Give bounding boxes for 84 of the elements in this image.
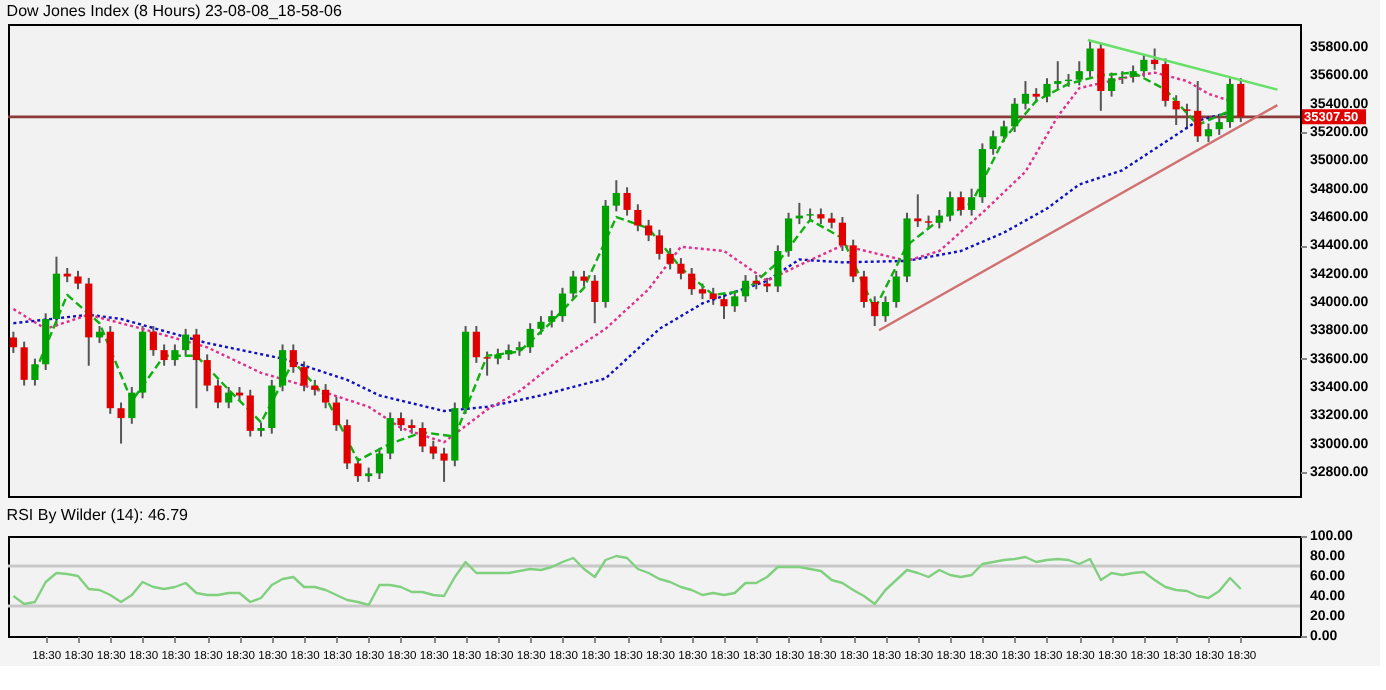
candlestick <box>343 418 351 471</box>
candlestick <box>720 292 728 320</box>
candlestick <box>1237 77 1245 124</box>
candlestick <box>128 385 136 425</box>
candlestick <box>1043 77 1051 104</box>
candlestick <box>1161 57 1170 108</box>
candlestick <box>946 190 954 223</box>
candlestick <box>160 343 168 367</box>
chart-title: Dow Jones Index (8 Hours) 23-08-08_18-58-06 <box>6 2 343 20</box>
candlestick <box>472 325 480 364</box>
candlestick <box>655 228 663 261</box>
candlestick <box>1000 119 1008 143</box>
candlestick <box>278 343 287 393</box>
candlestick <box>1075 60 1083 87</box>
candlestick <box>203 353 211 393</box>
candlestick <box>117 401 125 445</box>
candlestick <box>332 395 340 432</box>
candlestick <box>1140 53 1148 78</box>
candlestick <box>322 383 330 410</box>
candlestick <box>935 208 943 230</box>
candlestick <box>397 411 405 432</box>
candlestick <box>20 340 28 387</box>
candlestick <box>968 187 976 217</box>
candlestick <box>731 289 739 313</box>
candlestick <box>386 411 394 461</box>
candlestick <box>1204 122 1213 143</box>
candlestick <box>182 327 190 357</box>
candlestick <box>42 312 50 371</box>
chart-title: RSI By Wilder (14): 46.79 <box>6 506 190 524</box>
candlestick <box>612 179 620 213</box>
candlestick <box>483 350 491 377</box>
candlestick <box>849 238 857 284</box>
candlestick <box>591 274 599 325</box>
candlestick <box>1011 97 1019 134</box>
candlestick <box>429 439 437 461</box>
candlestick <box>871 295 879 328</box>
candlestick <box>558 286 567 323</box>
line-series <box>12 554 1242 607</box>
candlestick <box>666 247 674 271</box>
candlestick <box>1107 71 1116 98</box>
candlestick <box>1151 47 1159 71</box>
candlestick <box>537 315 545 336</box>
candlestick <box>440 446 448 483</box>
candlestick <box>838 216 847 253</box>
candlestick <box>989 129 997 156</box>
candlestick <box>914 193 922 228</box>
candlestick <box>688 267 696 296</box>
candlestick <box>784 211 793 258</box>
candlestick <box>171 343 179 367</box>
candlestick <box>957 190 965 217</box>
candlestick <box>526 322 534 354</box>
candlestick <box>289 343 297 374</box>
candlestick <box>881 295 890 323</box>
candlestick <box>892 269 900 309</box>
candlestick <box>569 269 577 301</box>
candlestick <box>246 388 254 438</box>
candlestick <box>300 360 308 393</box>
candlestick <box>1194 80 1202 143</box>
candlestick <box>149 325 157 357</box>
candlestick <box>375 446 384 481</box>
candlestick <box>1226 77 1234 129</box>
candlestick <box>9 330 17 354</box>
candlestick <box>354 456 362 483</box>
candlestick <box>52 255 61 326</box>
candlestick <box>1097 41 1105 112</box>
candlestick <box>225 385 233 410</box>
candlestick <box>214 378 222 410</box>
candlestick <box>1172 94 1180 126</box>
candlestick <box>192 327 201 410</box>
candlestick <box>860 269 868 309</box>
candlestick <box>634 203 642 233</box>
candlestick <box>1054 60 1062 91</box>
candlestick <box>1021 80 1030 111</box>
candlestick <box>623 186 631 217</box>
candlestick <box>74 269 82 291</box>
candlestick <box>31 357 39 387</box>
candlestick <box>1183 102 1191 131</box>
candlestick <box>418 421 427 454</box>
candlestick <box>774 244 782 294</box>
candlestick <box>1215 115 1223 136</box>
candlestick <box>741 274 750 303</box>
candlestick <box>677 257 685 281</box>
candlestick <box>268 378 276 435</box>
candlestick <box>1086 39 1094 78</box>
